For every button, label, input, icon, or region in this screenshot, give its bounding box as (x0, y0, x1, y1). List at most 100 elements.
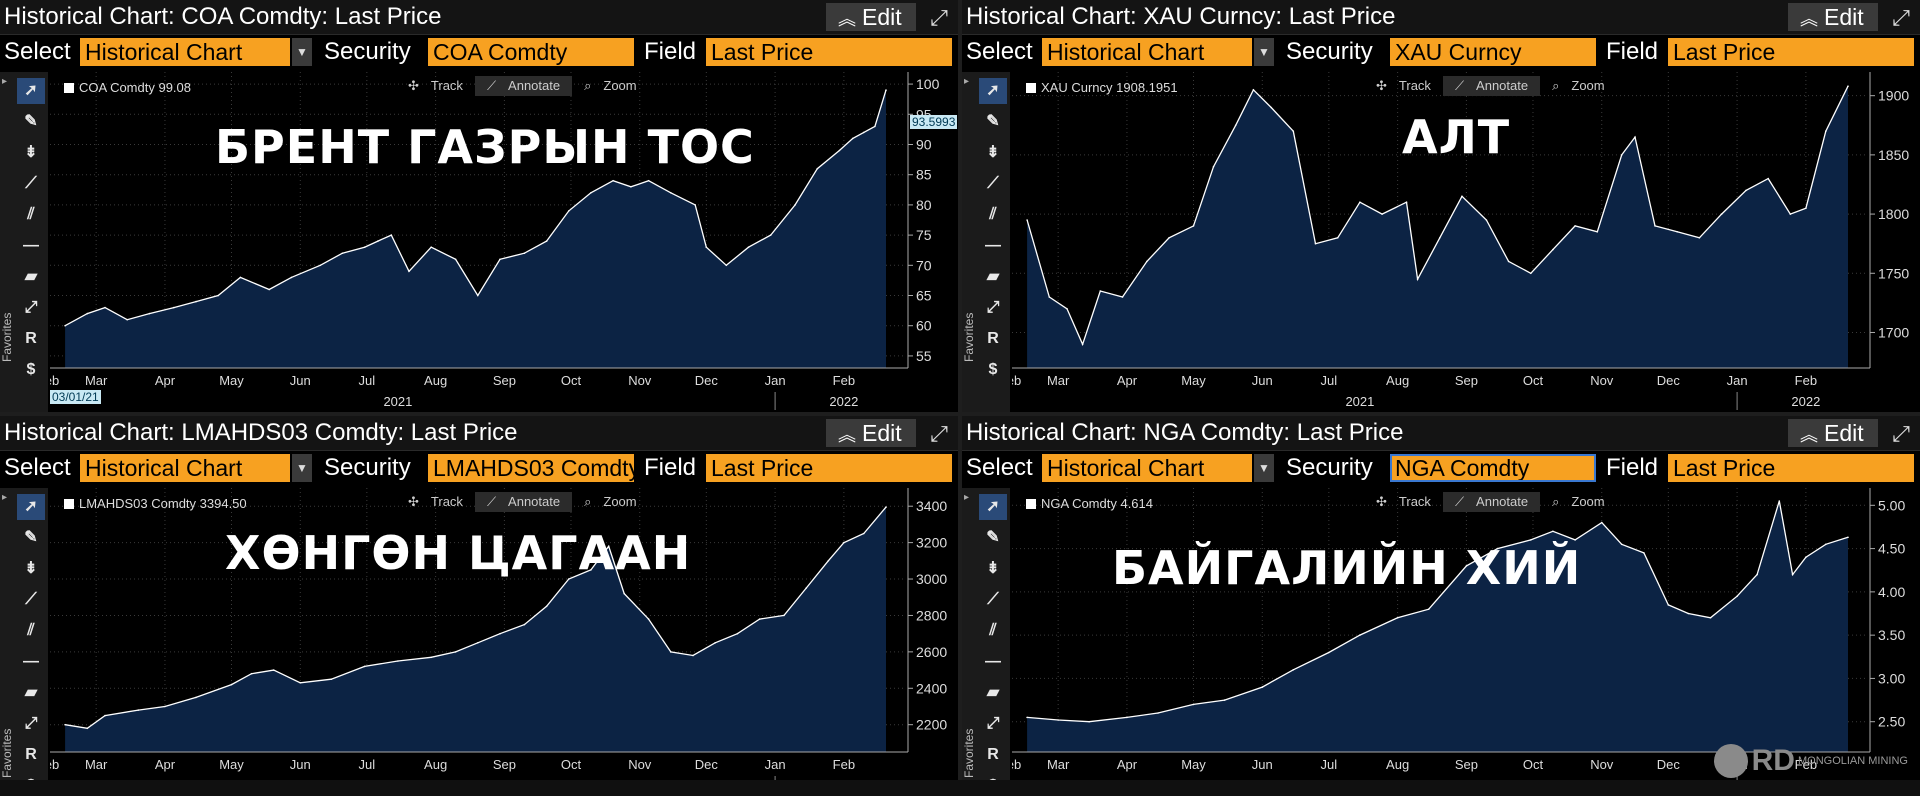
channel-icon[interactable]: ⫽ (989, 622, 997, 639)
edit-button[interactable]: ︽ Edit (826, 3, 916, 31)
r-tool-icon[interactable]: R (987, 330, 999, 347)
chart-svg[interactable]: 2200 2400 2600 2800 3000 3200 3400 Feb Mar Apr May… (50, 488, 956, 796)
trendline-icon[interactable]: ⟋ (25, 591, 37, 608)
zoom-mode-button[interactable]: ⌕ Zoom (1540, 76, 1617, 96)
annotate-mode-button[interactable]: ⟋ Annotate (474, 492, 573, 512)
data-point (1270, 106, 1272, 109)
horizontal-line-icon[interactable]: — (23, 237, 39, 254)
field-input[interactable]: Last Price (706, 38, 952, 66)
track-mode-button[interactable]: ✣ Track (396, 492, 475, 512)
annotate-mode-button[interactable]: ⟋ Annotate (474, 76, 573, 96)
dropdown-arrow-icon[interactable]: ▼ (1254, 454, 1274, 482)
security-input[interactable]: NGA Comdty (1390, 454, 1596, 482)
annotate-mode-button[interactable]: ⟋ Annotate (1442, 76, 1541, 96)
x-tick-label: Feb (50, 373, 59, 388)
y-tick-label: 2.50 (1878, 714, 1905, 730)
security-input[interactable]: XAU Curncy (1390, 38, 1596, 66)
fib-icon[interactable]: ⤢ (986, 299, 1000, 316)
annotate-mode-button[interactable]: ⟋ Annotate (1442, 492, 1541, 512)
dollar-icon[interactable]: $ (988, 361, 998, 378)
channel-icon[interactable]: ⫽ (27, 206, 35, 223)
rectangle-icon[interactable]: ▰ (24, 684, 38, 701)
security-input[interactable]: COA Comdty (428, 38, 634, 66)
dollar-icon[interactable]: $ (26, 361, 36, 378)
trendline-icon[interactable]: ⟋ (25, 175, 37, 192)
toolbar-arrow-icon[interactable]: ▸ (2, 76, 8, 87)
rectangle-icon[interactable]: ▰ (986, 268, 1000, 285)
select-dropdown[interactable]: Historical Chart (1042, 38, 1252, 66)
percent-icon[interactable]: ⇟ (986, 560, 1000, 577)
legend-checkbox-icon[interactable] (1026, 499, 1036, 509)
trendline-icon[interactable]: ⟋ (987, 175, 999, 192)
horizontal-line-icon[interactable]: — (985, 653, 1001, 670)
zoom-mode-button[interactable]: ⌕ Zoom (572, 76, 649, 96)
fib-icon[interactable]: ⤢ (24, 299, 38, 316)
chart-svg[interactable]: 1700 1750 1800 1850 1900 Feb Mar Apr May Jun Jul Au… (1012, 72, 1918, 412)
cursor-icon[interactable]: ➚ (979, 78, 1007, 104)
zoom-mode-button[interactable]: ⌕ Zoom (1540, 492, 1617, 512)
toolbar-arrow-icon[interactable]: ▸ (2, 492, 8, 503)
percent-icon[interactable]: ⇟ (24, 560, 38, 577)
favorites-tab[interactable]: Favorites (962, 312, 976, 362)
legend-checkbox-icon[interactable] (1026, 83, 1036, 93)
pencil-icon[interactable]: ✎ (986, 113, 1000, 130)
select-dropdown[interactable]: Historical Chart (80, 454, 290, 482)
dropdown-arrow-icon[interactable]: ▼ (292, 38, 312, 66)
toolbar-arrow-icon[interactable]: ▸ (964, 76, 970, 87)
fib-icon[interactable]: ⤢ (24, 715, 38, 732)
x-tick-label: Jun (1252, 373, 1273, 388)
data-point (1507, 260, 1510, 263)
expand-icon[interactable]: ⤢ (1892, 5, 1910, 30)
trendline-icon[interactable]: ⟋ (987, 591, 999, 608)
expand-icon[interactable]: ⤢ (930, 5, 948, 30)
cursor-icon[interactable]: ➚ (17, 78, 45, 104)
track-mode-button[interactable]: ✣ Track (396, 76, 475, 96)
rectangle-icon[interactable]: ▰ (986, 684, 1000, 701)
edit-button[interactable]: ︽ Edit (1788, 3, 1878, 31)
data-point (1336, 237, 1339, 239)
edit-button[interactable]: ︽ Edit (1788, 419, 1878, 447)
track-mode-button[interactable]: ✣ Track (1364, 492, 1443, 512)
plot-area[interactable]: 2200 2400 2600 2800 3000 3200 3400 Feb Mar Apr May… (50, 488, 956, 796)
cursor-icon[interactable]: ➚ (17, 494, 45, 520)
data-point (863, 131, 865, 134)
pencil-icon[interactable]: ✎ (24, 529, 38, 546)
pencil-icon[interactable]: ✎ (24, 113, 38, 130)
x-tick-label: Sep (1455, 373, 1478, 388)
plot-area[interactable]: 556065707580859095100FebMarAprMayJunJulA… (50, 72, 958, 412)
field-input[interactable]: Last Price (1668, 454, 1914, 482)
percent-icon[interactable]: ⇟ (986, 144, 1000, 161)
plot-area[interactable]: 2.50 3.00 3.50 4.00 4.50 5.00 Feb Mar Apr May Jun J… (1012, 488, 1918, 796)
plot-area[interactable]: 1700 1750 1800 1850 1900 Feb Mar Apr May Jun Jul Au… (1012, 72, 1918, 412)
field-input[interactable]: Last Price (1668, 38, 1914, 66)
select-dropdown[interactable]: Historical Chart (80, 38, 290, 66)
r-tool-icon[interactable]: R (25, 746, 37, 763)
x-tick-label: Jul (1321, 757, 1338, 772)
toolbar-arrow-icon[interactable]: ▸ (964, 492, 970, 503)
select-dropdown[interactable]: Historical Chart (1042, 454, 1252, 482)
dropdown-arrow-icon[interactable]: ▼ (292, 454, 312, 482)
security-input[interactable]: LMAHDS03 Comdty (428, 454, 634, 482)
pencil-icon[interactable]: ✎ (986, 529, 1000, 546)
expand-icon[interactable]: ⤢ (930, 421, 948, 446)
horizontal-line-icon[interactable]: — (985, 237, 1001, 254)
track-mode-button[interactable]: ✣ Track (1364, 76, 1443, 96)
edit-button[interactable]: ︽ Edit (826, 419, 916, 447)
percent-icon[interactable]: ⇟ (24, 144, 38, 161)
r-tool-icon[interactable]: R (987, 746, 999, 763)
rectangle-icon[interactable]: ▰ (24, 268, 38, 285)
dropdown-arrow-icon[interactable]: ▼ (1254, 38, 1274, 66)
chart-svg[interactable]: 556065707580859095100FebMarAprMayJunJulA… (50, 72, 956, 412)
horizontal-line-icon[interactable]: — (23, 653, 39, 670)
cursor-icon[interactable]: ➚ (979, 494, 1007, 520)
channel-icon[interactable]: ⫽ (989, 206, 997, 223)
favorites-tab[interactable]: Favorites (0, 312, 14, 362)
legend-checkbox-icon[interactable] (64, 83, 74, 93)
channel-icon[interactable]: ⫽ (27, 622, 35, 639)
legend-checkbox-icon[interactable] (64, 499, 74, 509)
r-tool-icon[interactable]: R (25, 330, 37, 347)
expand-icon[interactable]: ⤢ (1892, 421, 1910, 446)
fib-icon[interactable]: ⤢ (986, 715, 1000, 732)
field-input[interactable]: Last Price (706, 454, 952, 482)
zoom-mode-button[interactable]: ⌕ Zoom (572, 492, 649, 512)
